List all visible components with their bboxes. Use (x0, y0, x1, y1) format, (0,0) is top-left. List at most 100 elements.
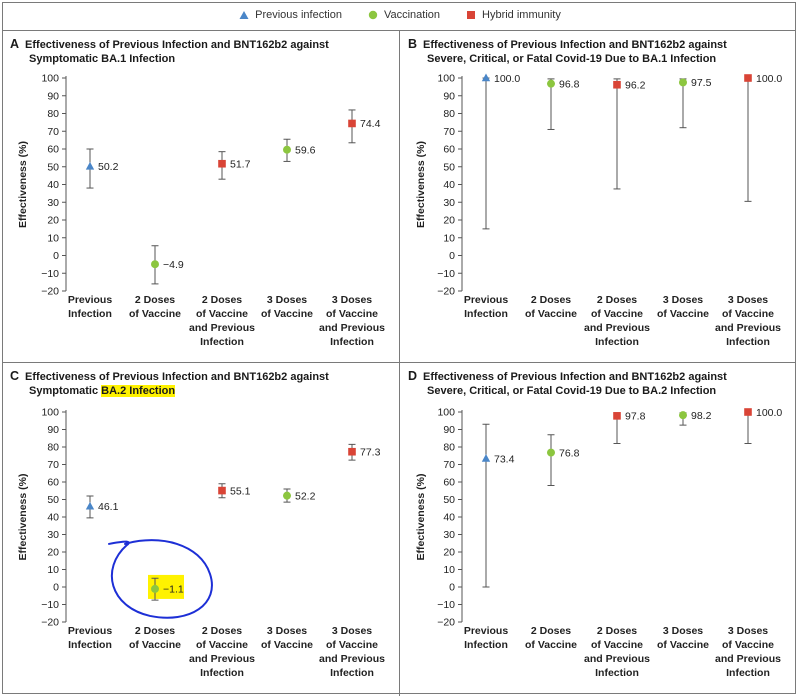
category-label: 3 Doses of Vaccine and Previous Infection (715, 625, 781, 679)
data-label: 100.0 (756, 407, 782, 419)
y-tick-label: 50 (47, 161, 59, 173)
chart-d: −20 −10 0 10 20 30 40 50 60 70 80 90 100 Effectivenes… (415, 407, 782, 680)
y-tick-label: 50 (443, 161, 455, 173)
y-tick-label: −20 (437, 286, 455, 298)
panel-title-line2: Symptomatic BA.1 Infection (29, 53, 176, 65)
y-tick-label: 70 (47, 126, 59, 138)
y-tick-label: 80 (443, 442, 455, 454)
panel-letter: D (408, 369, 418, 383)
data-point-square (218, 486, 226, 495)
y-axis-label: Effectiveness (%) (415, 141, 427, 228)
y-axis-label: Effectiveness (%) (17, 141, 29, 228)
y-axis-label: Effectiveness (%) (415, 474, 427, 561)
data-point-circle (151, 260, 159, 269)
y-tick-label: 70 (47, 459, 59, 471)
data-label: 100.0 (494, 73, 520, 85)
data-point-circle (151, 584, 159, 593)
square-marker-icon (467, 11, 476, 19)
data-label: −4.9 (163, 259, 184, 271)
y-tick-label: −10 (437, 268, 455, 280)
data-point-square (613, 412, 621, 420)
y-tick-label: −20 (41, 617, 59, 629)
y-tick-label: 80 (47, 108, 59, 120)
data-label: 55.1 (230, 485, 251, 497)
legend-label: Vaccination (383, 9, 441, 21)
category-label: 2 Doses of Vaccine and Previous Infection (189, 625, 255, 679)
y-tick-label: −20 (437, 617, 455, 629)
panel-letter: B (408, 37, 418, 51)
y-tick-label: −10 (437, 599, 455, 611)
panel-title-line1: Effectiveness of Previous Infection and … (423, 39, 727, 51)
legend: Previous infection Vaccination Hybrid im… (0, 0, 800, 30)
category-label: 2 Doses of Vaccine and Previous Infection (189, 294, 255, 348)
data-point-triangle (85, 501, 95, 510)
category-label: Previous Infection (68, 294, 113, 320)
data-point-square (744, 408, 752, 416)
y-tick-label: 10 (443, 564, 455, 576)
panel-b: B Effectiveness of Previous Infection and… (400, 31, 796, 361)
data-label: 50.2 (98, 161, 119, 173)
y-tick-label: 20 (47, 547, 59, 559)
y-tick-label: 80 (47, 442, 59, 454)
y-tick-label: 10 (443, 232, 455, 244)
data-label: 74.4 (360, 118, 381, 130)
data-label: 97.8 (625, 411, 646, 423)
panel-title-line1: Effectiveness of Previous Infection and … (25, 371, 329, 383)
panel-a: A Effectiveness of Previous Infection and… (2, 31, 398, 361)
data-point-circle (283, 145, 291, 154)
y-tick-label: 0 (449, 582, 455, 594)
y-tick-label: 40 (443, 512, 455, 524)
panel-title-line2: Severe, Critical, or Fatal Covid-19 Due … (427, 53, 717, 65)
y-tick-label: 90 (443, 424, 455, 436)
data-point-square (218, 159, 226, 168)
data-label: 51.7 (230, 159, 251, 171)
category-label: 3 Doses of Vaccine (657, 625, 709, 651)
y-tick-label: 50 (443, 494, 455, 506)
y-tick-label: −10 (41, 599, 59, 611)
legend-item-previous-infection: Previous infection (239, 9, 342, 21)
data-point-circle (283, 491, 291, 500)
data-point-triangle (85, 161, 95, 170)
data-point-circle (679, 411, 687, 420)
y-tick-label: 60 (47, 144, 59, 156)
y-tick-label: 30 (443, 529, 455, 541)
y-tick-label: 50 (47, 494, 59, 506)
legend-label: Hybrid immunity (482, 9, 561, 21)
data-point-circle (679, 78, 687, 87)
y-tick-label: 80 (443, 108, 455, 120)
y-tick-label: 20 (443, 547, 455, 559)
panel-d: D Effectiveness of Previous Infection and… (400, 363, 796, 695)
annotation-circle (108, 539, 213, 619)
data-label: 100.0 (756, 73, 782, 85)
panel-c: C Effectiveness of Previous Infection and… (2, 363, 398, 695)
data-label: 97.5 (691, 77, 712, 89)
panel-title: A Effectiveness of Previous Infection and… (10, 37, 390, 66)
panel-letter: C (10, 369, 20, 383)
category-label: 2 Doses of Vaccine and Previous Infection (584, 294, 650, 348)
panel-title: C Effectiveness of Previous Infection and… (10, 369, 390, 398)
data-label: 46.1 (98, 501, 119, 513)
y-tick-label: 0 (53, 250, 59, 262)
y-tick-label: 30 (443, 197, 455, 209)
y-tick-label: 90 (47, 90, 59, 102)
triangle-marker-icon (239, 11, 249, 19)
data-point-triangle (481, 454, 491, 462)
category-label: 3 Doses of Vaccine (657, 294, 709, 320)
data-label: −1.1 (163, 584, 184, 596)
data-label: 52.2 (295, 490, 316, 502)
chart-a: −20 −10 0 10 20 30 40 50 60 70 80 90 100 Effectivenes… (17, 73, 385, 349)
panel-title: B Effectiveness of Previous Infection and… (408, 37, 788, 66)
category-label: 3 Doses of Vaccine (261, 625, 313, 651)
y-tick-label: 0 (53, 582, 59, 594)
y-tick-label: 60 (47, 477, 59, 489)
y-tick-label: 100 (437, 73, 455, 85)
category-label: Previous Infection (464, 625, 509, 651)
highlighted-text: BA.2 Infection (101, 385, 176, 397)
panel-title: D Effectiveness of Previous Infection and… (408, 369, 788, 398)
legend-item-vaccination: Vaccination (368, 9, 440, 21)
y-tick-label: 30 (47, 529, 59, 541)
category-label: 3 Doses of Vaccine and Previous Infection (319, 625, 385, 679)
category-label: 3 Doses of Vaccine and Previous Infection (319, 294, 385, 348)
category-label: 2 Doses of Vaccine and Previous Infection (584, 625, 650, 679)
y-tick-label: 40 (47, 512, 59, 524)
